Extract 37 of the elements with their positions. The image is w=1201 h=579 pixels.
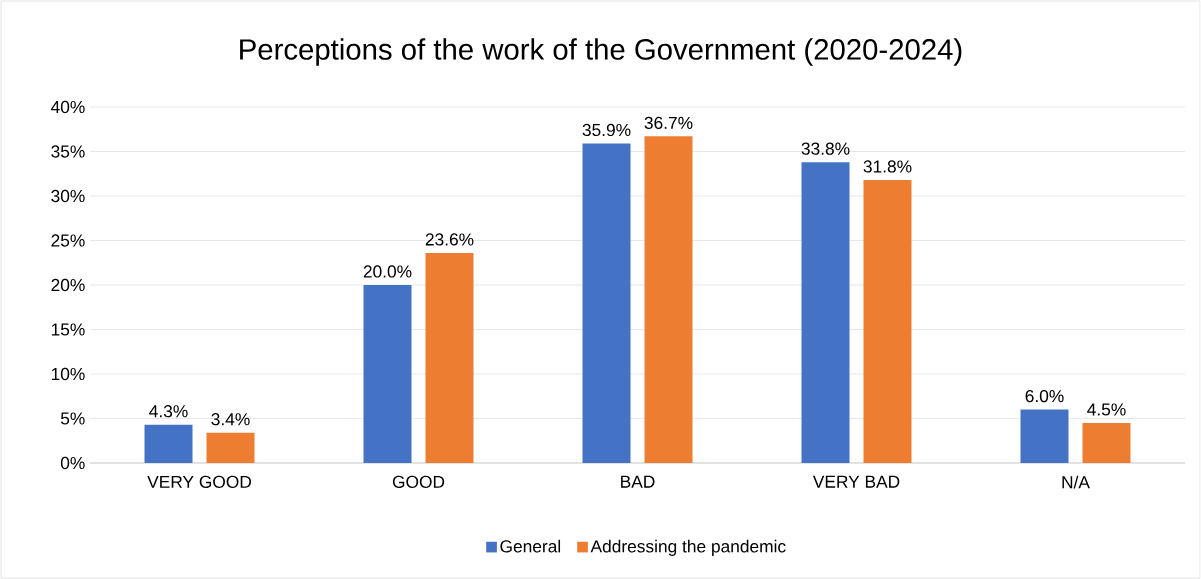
bar (206, 432, 255, 463)
legend-label: General (500, 539, 561, 553)
bar (144, 424, 193, 463)
legend-label: Addressing the pandemic (590, 539, 786, 556)
y-tick-label: 25% (51, 234, 85, 247)
bar (363, 285, 412, 463)
data-label: 20.0% (363, 265, 412, 278)
data-label: 3.4% (211, 413, 250, 426)
y-tick-label: 35% (51, 145, 85, 158)
y-tick-label: 15% (51, 323, 85, 336)
x-tick-label: BAD (621, 475, 655, 488)
y-tick-label: 20% (51, 278, 85, 292)
bar (644, 136, 693, 463)
data-label: 4.5% (1087, 403, 1126, 416)
data-label: 31.8% (863, 160, 912, 173)
data-label: 6.0% (1025, 389, 1064, 403)
y-tick-label: 40% (51, 100, 85, 114)
data-label: 23.6% (425, 233, 474, 246)
data-label: 35.9% (582, 123, 631, 137)
bar (425, 252, 474, 463)
chart-title: Perceptions of the work of the Government (2020-2024) (240, 38, 962, 66)
bar (801, 162, 850, 463)
y-tick-label: 10% (51, 367, 85, 381)
bar (1020, 409, 1069, 463)
data-label: 36.7% (644, 116, 693, 129)
bar (1082, 422, 1131, 463)
y-tick-label: 30% (51, 189, 85, 203)
x-tick-label: N/A (1062, 475, 1090, 489)
bar (863, 179, 912, 463)
y-tick-label: 0% (60, 456, 85, 470)
x-tick-label: VERY BAD (812, 475, 900, 488)
x-tick-label: GOOD (392, 475, 445, 488)
x-tick-label: VERY GOOD (147, 475, 251, 488)
data-label: 4.3% (149, 405, 188, 418)
y-tick-label: 5% (60, 412, 85, 425)
data-label: 33.8% (801, 142, 850, 155)
bar (582, 143, 631, 463)
